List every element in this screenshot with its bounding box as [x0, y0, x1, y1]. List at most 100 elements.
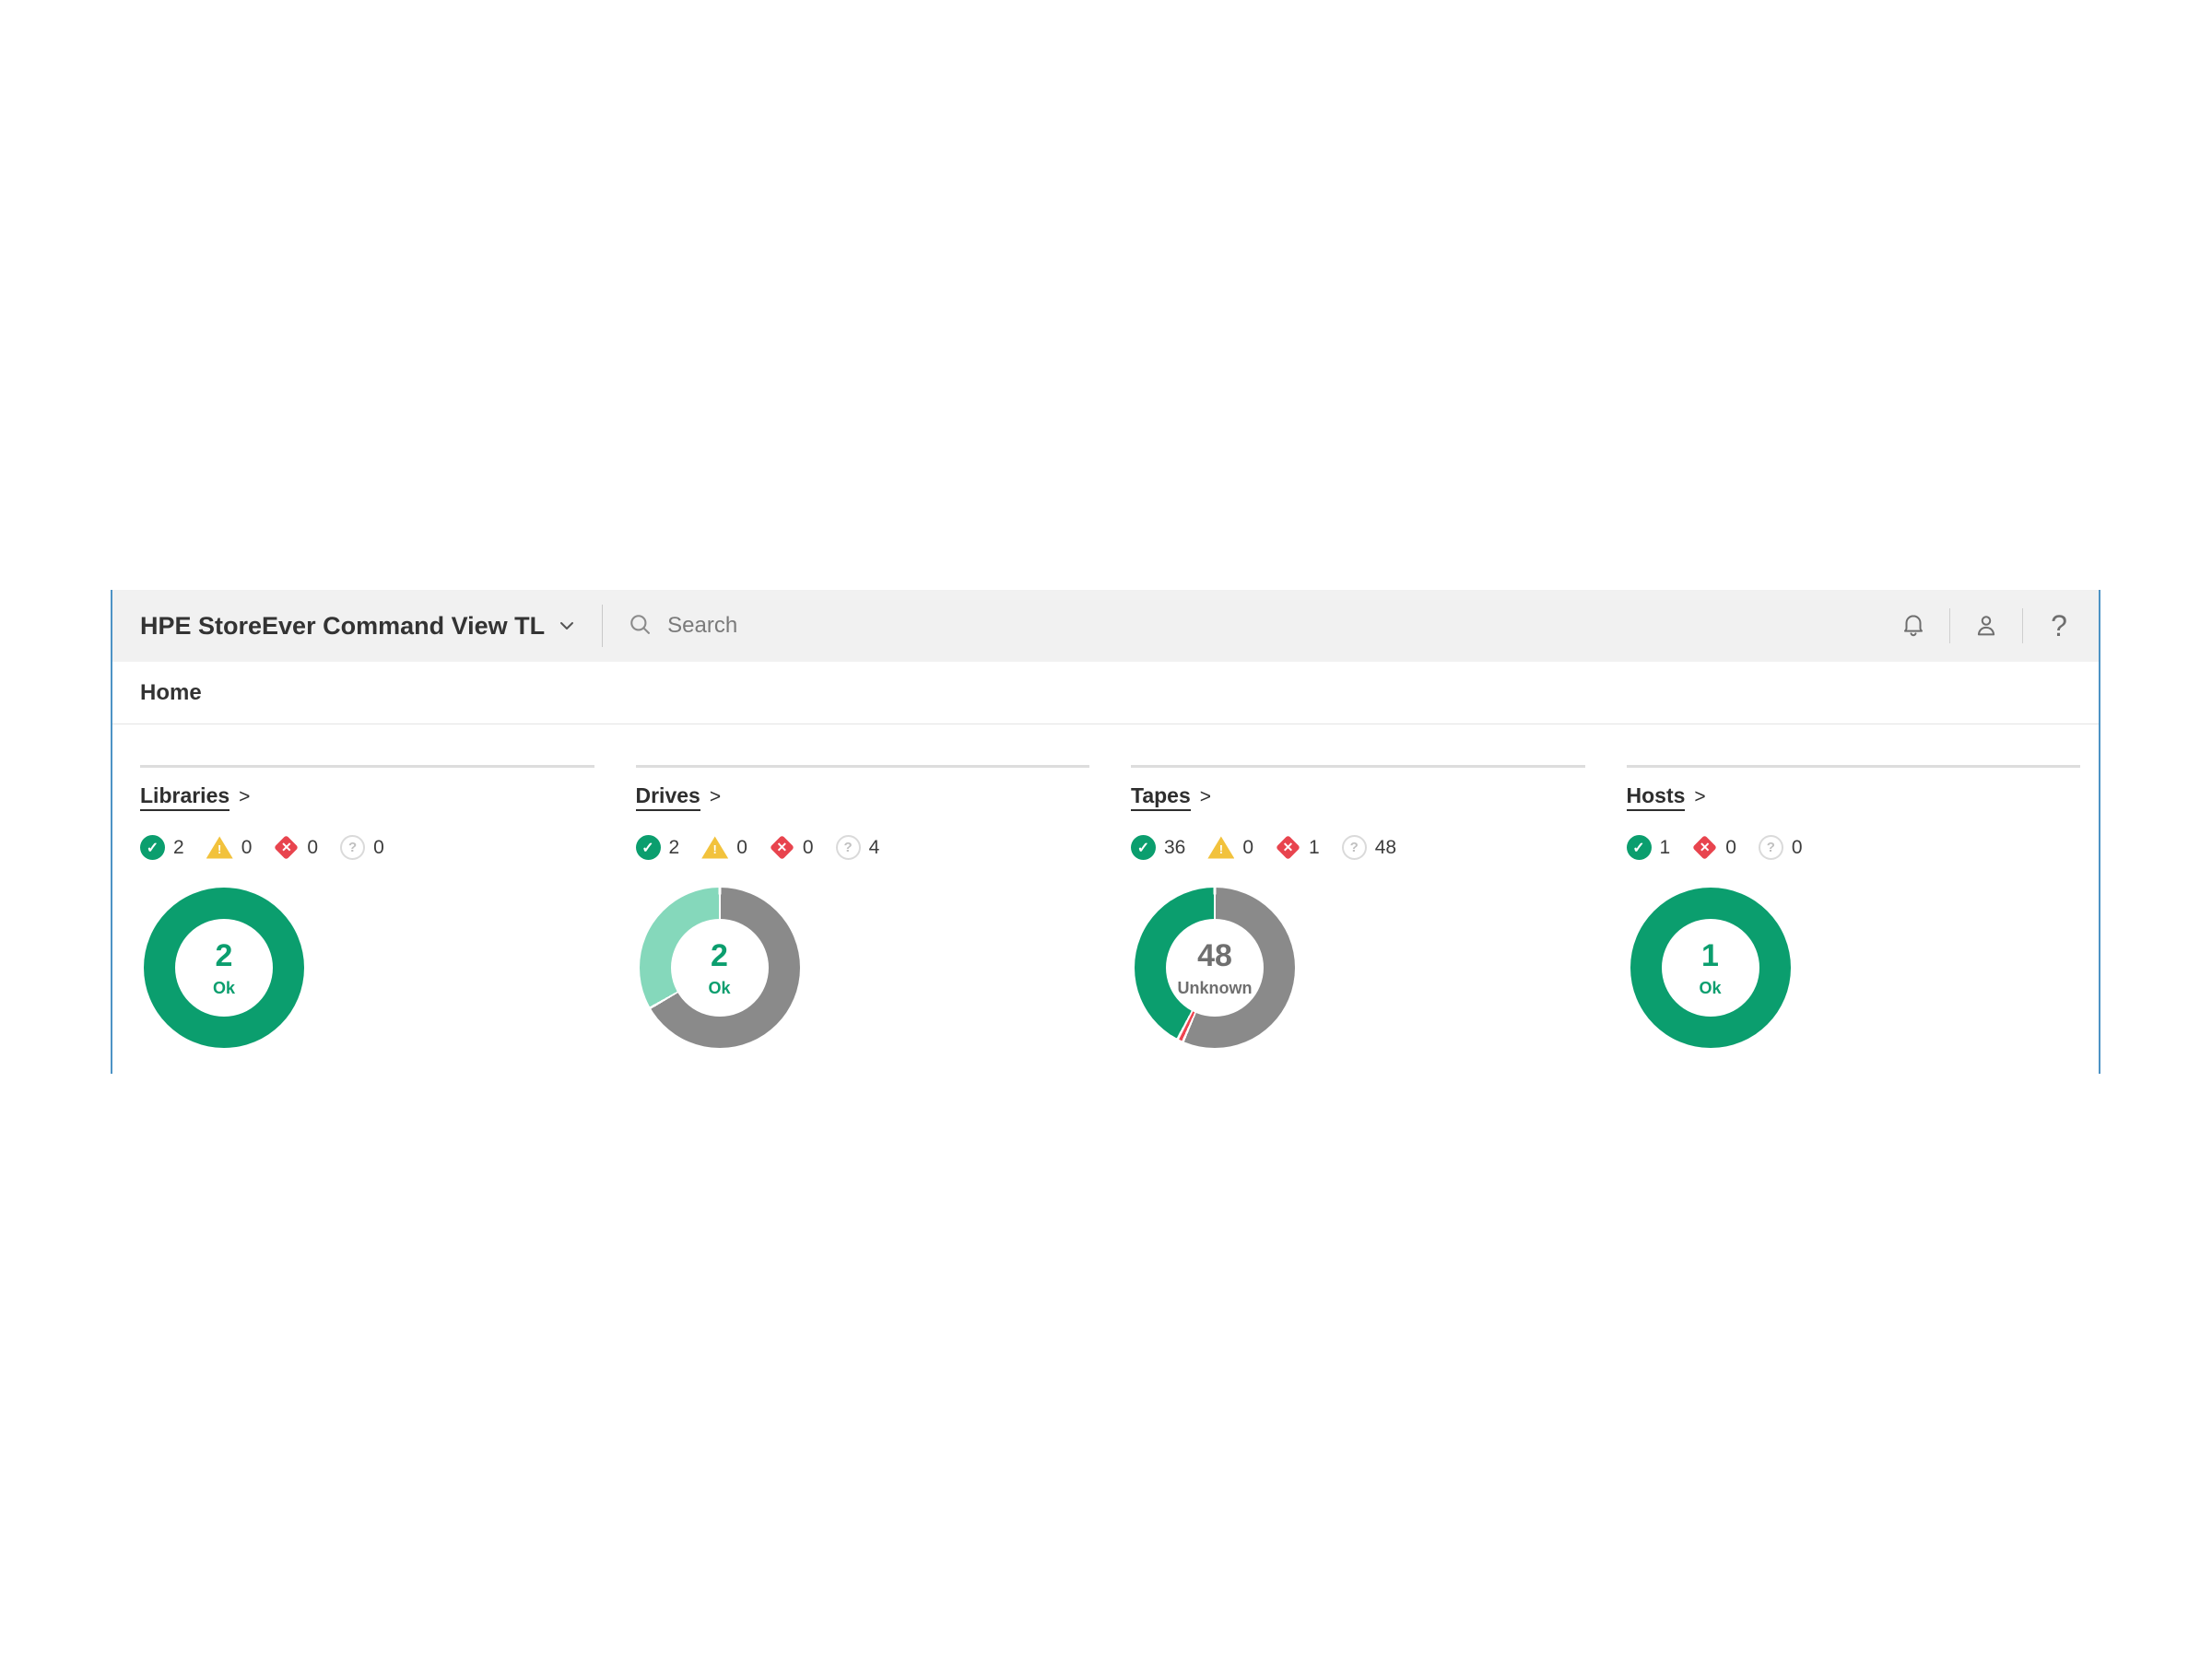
- ok-status-icon: ✓: [140, 835, 165, 860]
- x-glyph: ✕: [1699, 840, 1711, 854]
- ok-count: 2: [668, 836, 680, 858]
- unknown-count: 48: [1374, 836, 1397, 858]
- warning-status: ! 0: [206, 836, 252, 859]
- hosts-donut-chart[interactable]: 1 Ok: [1630, 888, 1791, 1048]
- search-input[interactable]: [665, 612, 1149, 640]
- unknown-status-icon: ?: [340, 835, 366, 860]
- card-title[interactable]: Hosts: [1626, 783, 1686, 811]
- donut-center: 48 Unknown: [1166, 919, 1264, 1017]
- donut-center-value: 48: [1197, 937, 1232, 973]
- critical-count: 0: [307, 836, 319, 858]
- unknown-status: ? 0: [340, 835, 384, 860]
- unknown-status: ? 0: [1758, 835, 1803, 860]
- tapes-donut-chart[interactable]: 48 Unknown: [1135, 888, 1295, 1048]
- donut-center-label: Ok: [708, 978, 731, 997]
- donut-center-value: 2: [711, 937, 728, 973]
- drives-link[interactable]: Drives >: [635, 783, 1090, 811]
- app-title: HPE StoreEver Command View TL: [140, 611, 546, 640]
- card-tapes: Tapes > ✓ 36! 0 ✕ 1? 48 48 Unknown: [1131, 765, 1585, 1048]
- donut-center: 2 Ok: [175, 919, 273, 1017]
- user-icon[interactable]: [1971, 610, 2002, 641]
- critical-status: ✕ 0: [1692, 835, 1736, 860]
- card-top-rule: [1131, 765, 1585, 768]
- ok-status: ✓ 36: [1131, 835, 1185, 860]
- warning-count: 0: [1242, 836, 1254, 858]
- tapes-link[interactable]: Tapes >: [1131, 783, 1585, 811]
- critical-status: ✕ 0: [274, 835, 318, 860]
- hosts-status-summary: ✓ 1 ✕ 0? 0: [1626, 835, 2081, 860]
- top-icon-group: ?: [1898, 608, 2075, 643]
- warning-count: 0: [736, 836, 747, 858]
- critical-count: 0: [802, 836, 814, 858]
- help-icon[interactable]: ?: [2051, 609, 2067, 642]
- app-window: HPE StoreEver Command View TL ?: [111, 590, 2100, 1074]
- top-bar: HPE StoreEver Command View TL ?: [112, 590, 2099, 662]
- warning-status-icon: !: [1207, 836, 1235, 859]
- critical-status-icon: ✕: [274, 835, 300, 860]
- chevron-right-icon: >: [1694, 786, 1706, 807]
- drives-status-summary: ✓ 2! 0 ✕ 0? 4: [635, 835, 1090, 860]
- critical-status-icon: ✕: [1276, 835, 1300, 860]
- divider: [1949, 608, 1950, 643]
- critical-status-icon: ✕: [769, 835, 794, 860]
- donut-center-value: 2: [215, 937, 233, 973]
- search-box: [627, 611, 1898, 641]
- dashboard-cards: Libraries > ✓ 2! 0 ✕ 0? 0 2 Ok Drives > ✓ 2! 0 ✕ 0? 4 2 Ok T…: [140, 765, 2080, 1048]
- notifications-bell-icon[interactable]: [1898, 610, 1929, 641]
- unknown-status-icon: ?: [1341, 835, 1367, 860]
- ok-status-icon: ✓: [1626, 835, 1652, 860]
- unknown-status: ? 4: [835, 835, 879, 860]
- x-glyph: ✕: [1282, 840, 1294, 854]
- warning-status: ! 0: [1207, 836, 1253, 859]
- warning-status-icon: !: [206, 836, 233, 859]
- card-hosts: Hosts > ✓ 1 ✕ 0? 0 1 Ok: [1626, 765, 2081, 1048]
- chevron-down-icon: [556, 615, 578, 637]
- tapes-status-summary: ✓ 36! 0 ✕ 1? 48: [1131, 835, 1585, 860]
- chevron-right-icon: >: [709, 786, 722, 807]
- unknown-status-icon: ?: [1758, 835, 1783, 860]
- card-top-rule: [635, 765, 1089, 768]
- ok-status-icon: ✓: [635, 835, 661, 860]
- breadcrumb-home[interactable]: Home: [140, 679, 202, 705]
- critical-count: 0: [1725, 836, 1736, 858]
- card-title[interactable]: Libraries: [140, 783, 230, 811]
- x-glyph: ✕: [281, 840, 292, 854]
- search-icon: [627, 611, 653, 641]
- critical-status-icon: ✕: [1692, 835, 1718, 860]
- card-title[interactable]: Drives: [635, 783, 700, 811]
- donut-center-label: Unknown: [1177, 978, 1253, 997]
- ok-count: 1: [1659, 836, 1671, 858]
- chevron-right-icon: >: [239, 786, 251, 807]
- donut-center-label: Ok: [1699, 978, 1722, 997]
- nav-row: Home: [112, 662, 2099, 724]
- chevron-right-icon: >: [1199, 786, 1212, 807]
- card-top-rule: [140, 765, 594, 768]
- libraries-status-summary: ✓ 2! 0 ✕ 0? 0: [140, 835, 594, 860]
- libraries-donut-chart[interactable]: 2 Ok: [144, 888, 304, 1048]
- critical-status: ✕ 0: [769, 835, 814, 860]
- drives-donut-chart[interactable]: 2 Ok: [639, 888, 800, 1048]
- ok-count: 36: [1164, 836, 1186, 858]
- ok-count: 2: [173, 836, 184, 858]
- warning-status-icon: !: [701, 836, 729, 859]
- unknown-count: 0: [373, 836, 384, 858]
- hosts-link[interactable]: Hosts >: [1626, 783, 2081, 811]
- card-title[interactable]: Tapes: [1131, 783, 1191, 811]
- x-glyph: ✕: [776, 840, 788, 854]
- donut-center: 1 Ok: [1661, 919, 1759, 1017]
- unknown-status-icon: ?: [835, 835, 861, 860]
- libraries-link[interactable]: Libraries >: [140, 783, 594, 811]
- divider: [602, 605, 604, 647]
- donut-center-value: 1: [1701, 937, 1719, 973]
- warning-status: ! 0: [701, 836, 747, 859]
- critical-status: ✕ 1: [1276, 835, 1320, 860]
- app-menu-button[interactable]: HPE StoreEver Command View TL: [140, 612, 578, 641]
- card-drives: Drives > ✓ 2! 0 ✕ 0? 4 2 Ok: [635, 765, 1090, 1048]
- divider: [2022, 608, 2023, 643]
- donut-center: 2 Ok: [670, 919, 769, 1017]
- unknown-count: 0: [1791, 836, 1803, 858]
- card-top-rule: [1626, 765, 2080, 768]
- ok-status: ✓ 2: [635, 835, 680, 860]
- unknown-status: ? 48: [1341, 835, 1397, 860]
